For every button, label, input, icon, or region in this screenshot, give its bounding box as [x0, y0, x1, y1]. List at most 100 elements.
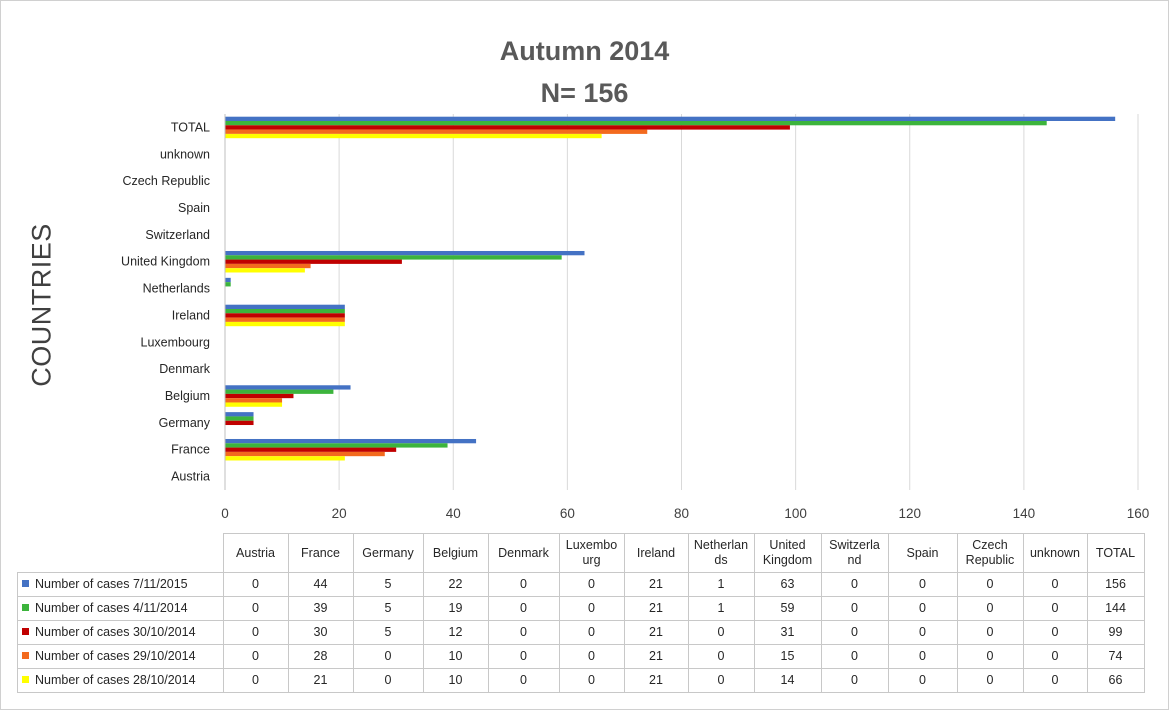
table-cell: 0 [487, 620, 560, 645]
x-tick-label: 120 [898, 506, 921, 521]
table-column-header: Luxembo urg [558, 533, 625, 573]
table-cell: 0 [222, 668, 289, 693]
table-cell: 0 [222, 620, 289, 645]
bar [225, 317, 345, 322]
table-column-header: Spain [887, 533, 958, 573]
table-cell: 0 [487, 644, 560, 669]
bar [225, 443, 448, 448]
table-column-header: Czech Republic [956, 533, 1024, 573]
chart-title: Autumn 2014 [499, 36, 670, 66]
y-category-label: unknown [160, 147, 210, 161]
legend-swatch [22, 676, 29, 684]
table-cell: 0 [487, 572, 560, 597]
table-cell: 0 [820, 572, 889, 597]
table-cell: 0 [820, 596, 889, 621]
y-category-label: TOTAL [171, 120, 210, 134]
x-tick-label: 60 [560, 506, 575, 521]
bar [225, 282, 231, 287]
table-cell: 21 [623, 668, 689, 693]
y-category-label: United Kingdom [121, 255, 210, 269]
table-cell: 0 [887, 572, 958, 597]
bar [225, 420, 254, 426]
bar [225, 398, 283, 403]
y-category-label: Switzerland [145, 228, 210, 242]
bar [225, 447, 397, 452]
table-cell: 0 [352, 644, 424, 669]
table-cell: 0 [820, 644, 889, 669]
series-legend-entry: Number of cases 28/10/2014 [17, 668, 224, 693]
table-cell: 0 [1022, 572, 1088, 597]
table-cell: 0 [352, 668, 424, 693]
bar [225, 309, 345, 314]
bar [225, 277, 231, 283]
x-tick-label: 160 [1127, 506, 1150, 521]
table-cell: 0 [956, 668, 1024, 693]
series-name: Number of cases 4/11/2014 [35, 601, 188, 615]
bar [225, 456, 345, 461]
table-column-header: United Kingdom [753, 533, 822, 573]
legend-swatch [22, 652, 29, 660]
y-category-label: Ireland [172, 308, 210, 322]
table-cell: 0 [487, 596, 560, 621]
table-cell: 15 [753, 644, 822, 669]
table-cell: 0 [820, 620, 889, 645]
table-cell: 0 [1022, 596, 1088, 621]
series-name: Number of cases 30/10/2014 [35, 625, 196, 639]
y-category-label: Belgium [165, 389, 210, 403]
table-cell: 0 [956, 644, 1024, 669]
table-cell: 21 [623, 644, 689, 669]
table-cell: 63 [753, 572, 822, 597]
y-category-label: Germany [159, 416, 211, 430]
bar [225, 116, 1116, 121]
table-cell: 21 [623, 620, 689, 645]
x-tick-label: 20 [332, 506, 347, 521]
table-cell: 21 [623, 572, 689, 597]
table-column-header: Denmark [487, 533, 560, 573]
table-cell: 0 [687, 620, 755, 645]
y-category-label: Denmark [159, 362, 210, 376]
series-name: Number of cases 28/10/2014 [35, 673, 196, 687]
table-cell: 0 [558, 596, 625, 621]
table-cell: 28 [287, 644, 354, 669]
x-tick-label: 80 [674, 506, 689, 521]
chart-subtitle: N= 156 [540, 78, 629, 108]
table-cell: 144 [1086, 596, 1145, 621]
table-cell: 0 [222, 644, 289, 669]
table-column-header: Austria [222, 533, 289, 573]
table-cell: 31 [753, 620, 822, 645]
y-category-label: Czech Republic [122, 174, 210, 188]
bar [225, 259, 402, 264]
table-cell: 0 [956, 596, 1024, 621]
bar [225, 133, 602, 139]
table-cell: 22 [422, 572, 489, 597]
bar [225, 255, 562, 260]
table-cell: 10 [422, 644, 489, 669]
series-legend-entry: Number of cases 29/10/2014 [17, 644, 224, 669]
bar [225, 402, 283, 407]
table-cell: 0 [687, 668, 755, 693]
series-legend-entry: Number of cases 30/10/2014 [17, 620, 224, 645]
table-cell: 12 [422, 620, 489, 645]
table-cell: 0 [1022, 620, 1088, 645]
table-cell: 0 [558, 572, 625, 597]
table-cell: 0 [887, 668, 958, 693]
table-column-header: Germany [352, 533, 424, 573]
bar [225, 412, 254, 417]
table-cell: 156 [1086, 572, 1145, 597]
y-category-label: Austria [171, 470, 210, 484]
y-category-label: Netherlands [143, 282, 210, 296]
table-cell: 5 [352, 620, 424, 645]
y-category-label: Spain [178, 201, 210, 215]
table-cell: 39 [287, 596, 354, 621]
bar [225, 304, 345, 309]
table-column-header: unknown [1022, 533, 1088, 573]
table-cell: 0 [558, 668, 625, 693]
table-cell: 74 [1086, 644, 1145, 669]
table-column-header: Ireland [623, 533, 689, 573]
x-tick-label: 0 [221, 506, 229, 521]
table-cell: 0 [1022, 668, 1088, 693]
bar [225, 268, 305, 273]
table-header-row: Austria France Germany Belgium Denmark Luxemb… [17, 533, 1145, 573]
x-tick-label: 140 [1013, 506, 1036, 521]
table-cell: 59 [753, 596, 822, 621]
